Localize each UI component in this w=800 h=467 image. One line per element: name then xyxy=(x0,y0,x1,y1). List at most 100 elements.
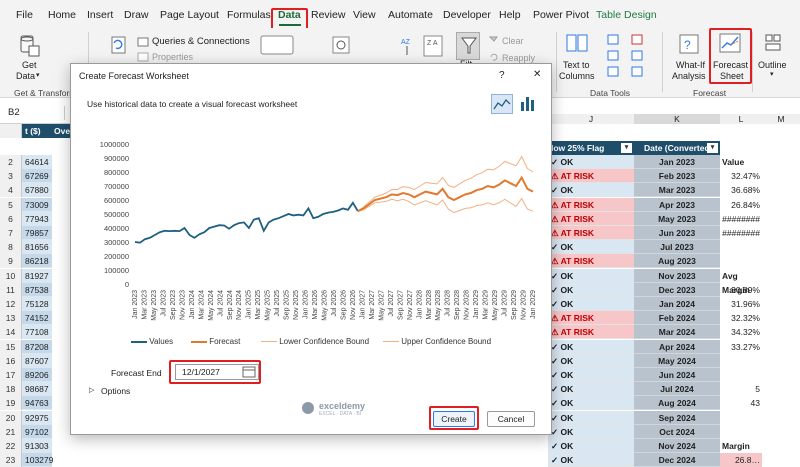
line-chart-toggle[interactable] xyxy=(491,94,513,114)
cell-date[interactable]: Sep 2024 xyxy=(634,410,720,425)
data-model-icons[interactable] xyxy=(630,34,644,80)
cell-amount[interactable]: 79857 xyxy=(22,226,52,240)
sort-ascending-icon[interactable]: AZ xyxy=(400,34,414,56)
forecast-end-field[interactable]: 12/1/2027 xyxy=(175,364,259,380)
cell-value[interactable] xyxy=(720,411,762,425)
cell-flag[interactable]: ✓ OK xyxy=(548,453,634,467)
cell-value[interactable] xyxy=(720,354,762,368)
stocks-icon[interactable] xyxy=(258,32,296,58)
filter-dropdown-icon[interactable]: ▾ xyxy=(707,143,718,153)
row-number[interactable]: 8 xyxy=(0,240,22,255)
close-icon[interactable]: ✕ xyxy=(533,69,542,80)
row-number[interactable]: 13 xyxy=(0,311,22,326)
row-number[interactable]: 4 xyxy=(0,183,22,198)
get-data-icon[interactable] xyxy=(18,34,40,58)
forecast-sheet-label-2[interactable]: Sheet xyxy=(720,71,744,81)
tab-page-layout[interactable]: Page Layout xyxy=(160,9,219,21)
tab-view[interactable]: View xyxy=(353,9,376,21)
cell-date[interactable]: Jun 2023 xyxy=(634,226,720,240)
cell-date[interactable]: Mar 2024 xyxy=(634,325,720,340)
cell-date[interactable]: Mar 2023 xyxy=(634,183,720,198)
cell-flag[interactable]: ⚠ AT RISK xyxy=(548,169,634,184)
cell-flag[interactable]: ✓ OK xyxy=(548,268,634,283)
tab-table-design[interactable]: Table Design xyxy=(596,9,657,21)
cell-amount[interactable]: 94763 xyxy=(22,396,52,411)
data-type-icon[interactable] xyxy=(330,34,352,56)
cell-flag[interactable]: ✓ OK xyxy=(548,183,634,198)
cell-flag[interactable]: ✓ OK xyxy=(548,410,634,425)
tab-home[interactable]: Home xyxy=(48,9,77,21)
cell-value[interactable]: Margin xyxy=(722,441,750,451)
cell-flag[interactable]: ⚠ AT RISK xyxy=(548,226,634,240)
cell-date[interactable]: Jun 2024 xyxy=(634,368,720,382)
cell-value[interactable] xyxy=(720,240,762,254)
cell-amount[interactable]: 91303 xyxy=(22,439,52,453)
forecast-sheet-label-1[interactable]: Forecast xyxy=(713,60,749,70)
name-box[interactable]: B2 xyxy=(8,107,20,118)
select-all-corner[interactable] xyxy=(0,124,22,138)
tab-draw[interactable]: Draw xyxy=(124,9,149,21)
cell-amount[interactable]: 81656 xyxy=(22,240,52,255)
cell-value[interactable]: 31.96% xyxy=(731,299,760,309)
refresh-all-icon[interactable] xyxy=(108,34,128,56)
tab-data[interactable]: Data xyxy=(278,9,301,21)
cell-date[interactable]: Aug 2023 xyxy=(634,254,720,269)
column-chart-toggle[interactable] xyxy=(517,94,539,114)
cell-flag[interactable]: ✓ OK xyxy=(548,396,634,411)
cell-date[interactable]: Feb 2023 xyxy=(634,169,720,184)
cell-amount[interactable]: 75128 xyxy=(22,297,52,311)
tab-formulas[interactable]: Formulas xyxy=(227,9,271,21)
what-if-label-2[interactable]: Analysis xyxy=(672,71,706,81)
row-number[interactable]: 3 xyxy=(0,169,22,184)
row-number[interactable]: 21 xyxy=(0,424,22,439)
text-to-columns-label-1[interactable]: Text to xyxy=(563,60,590,70)
cell-value[interactable]: 33.27% xyxy=(731,341,760,352)
tab-insert[interactable]: Insert xyxy=(87,9,114,21)
cell-value[interactable]: ######## xyxy=(722,228,760,238)
cell-amount[interactable]: 87538 xyxy=(22,282,52,297)
cell-value[interactable]: ######## xyxy=(722,213,760,224)
text-to-columns-label-2[interactable]: Columns xyxy=(559,71,595,81)
what-if-label-1[interactable]: What-If xyxy=(676,60,706,70)
text-to-columns-icon[interactable] xyxy=(565,33,589,55)
cell-flag[interactable]: ✓ OK xyxy=(548,297,634,311)
tab-power-pivot[interactable]: Power Pivot xyxy=(533,9,590,21)
row-number[interactable]: 23 xyxy=(0,453,22,467)
properties-label[interactable]: Properties xyxy=(152,52,194,62)
cell-amount[interactable]: 74152 xyxy=(22,311,52,326)
cell-amount[interactable]: 103279 xyxy=(22,453,53,467)
cell-date[interactable]: Apr 2024 xyxy=(634,339,720,354)
row-number[interactable]: 5 xyxy=(0,197,22,212)
filter-button[interactable] xyxy=(456,32,480,60)
cell-amount[interactable]: 67880 xyxy=(22,183,52,198)
cell-date[interactable]: Jul 2024 xyxy=(634,382,720,397)
outline-label[interactable]: Outline xyxy=(758,60,787,70)
cell-date[interactable]: May 2023 xyxy=(634,211,720,226)
cell-date[interactable]: Apr 2023 xyxy=(634,197,720,212)
row-number[interactable]: 15 xyxy=(0,339,22,354)
cell-amount[interactable]: 77943 xyxy=(22,211,52,226)
cell-date[interactable]: Dec 2024 xyxy=(634,453,720,467)
cell-date[interactable]: Oct 2024 xyxy=(634,424,720,439)
cell-flag[interactable]: ✓ OK xyxy=(548,339,634,354)
column-letter-l[interactable]: L xyxy=(720,114,762,124)
tab-review[interactable]: Review xyxy=(311,9,346,21)
cell-value[interactable]: 43 xyxy=(750,398,760,409)
get-data-label-2[interactable]: Data xyxy=(16,71,36,81)
what-if-analysis-icon[interactable]: ? xyxy=(678,33,702,57)
help-icon[interactable]: ? xyxy=(499,70,505,81)
row-number[interactable]: 6 xyxy=(0,211,22,226)
cell-value[interactable]: Avg Margin xyxy=(722,270,750,295)
get-data-label[interactable]: Get xyxy=(22,60,37,70)
sort-icon[interactable]: Z A xyxy=(422,34,444,60)
cell-flag[interactable]: ✓ OK xyxy=(548,282,634,297)
cell-amount[interactable]: 64614 xyxy=(22,155,52,169)
data-tools-small-icons[interactable] xyxy=(606,34,620,80)
cell-date[interactable]: Feb 2024 xyxy=(634,311,720,326)
row-number[interactable]: 18 xyxy=(0,382,22,397)
cell-amount[interactable]: 89206 xyxy=(22,368,52,382)
row-number[interactable]: 19 xyxy=(0,396,22,411)
cell-value[interactable]: 30.89% xyxy=(731,284,760,295)
cell-date[interactable]: Jan 2023 xyxy=(634,155,720,169)
cell-date[interactable]: Nov 2023 xyxy=(634,268,720,283)
